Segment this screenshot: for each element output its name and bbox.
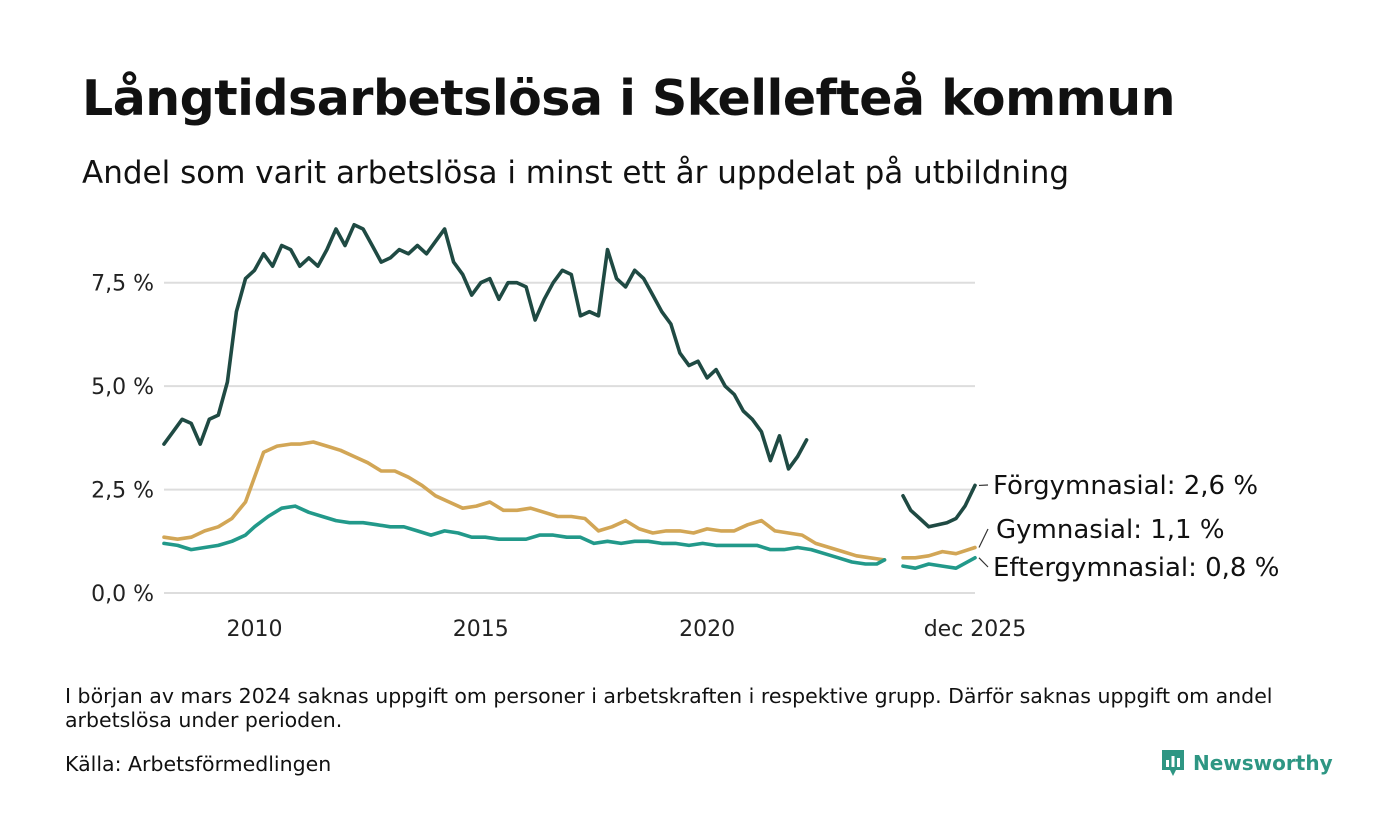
y-tick-label: 0,0 % bbox=[91, 582, 154, 607]
brand-name: Newsworthy bbox=[1193, 751, 1333, 775]
chart-subtitle: Andel som varit arbetslösa i minst ett å… bbox=[82, 155, 1070, 191]
leader-line bbox=[978, 528, 989, 548]
series-end-label-förgymnasial: Förgymnasial: 2,6 % bbox=[993, 471, 1258, 501]
series-end-labels: Förgymnasial: 2,6 % Gymnasial: 1,1 % Efter… bbox=[978, 471, 1279, 583]
series-end-label-gymnasial: Gymnasial: 1,1 % bbox=[996, 515, 1225, 545]
x-axis: 2010 2015 2020 dec 2025 bbox=[227, 617, 1027, 642]
series-line-gymnasial bbox=[162, 440, 977, 562]
series-end-label-eftergymnasial: Eftergymnasial: 0,8 % bbox=[993, 553, 1279, 583]
y-tick-label: 2,5 % bbox=[91, 479, 154, 504]
y-axis: 0,0 % 2,5 % 5,0 % 7,5 % bbox=[91, 272, 154, 607]
x-tick-label: dec 2025 bbox=[924, 617, 1027, 642]
y-tick-label: 5,0 % bbox=[91, 375, 154, 400]
gridlines bbox=[164, 281, 975, 594]
leader-line bbox=[978, 557, 989, 568]
source-note: Källa: Arbetsförmedlingen bbox=[65, 752, 332, 776]
series-lines bbox=[162, 223, 977, 570]
chart-title: Långtidsarbetslösa i Skellefteå kommun bbox=[82, 70, 1175, 127]
newsworthy-icon bbox=[1162, 750, 1184, 776]
y-tick-label: 7,5 % bbox=[91, 272, 154, 297]
series-line-förgymnasial bbox=[162, 223, 977, 529]
line-chart: 0,0 % 2,5 % 5,0 % 7,5 % 2010 2015 2020 dec 202… bbox=[91, 223, 1279, 642]
x-tick-label: 2015 bbox=[453, 617, 509, 642]
x-tick-label: 2020 bbox=[679, 617, 735, 642]
newsworthy-logo: Newsworthy bbox=[1160, 748, 1333, 778]
x-tick-label: 2010 bbox=[227, 617, 283, 642]
footnote: I början av mars 2024 saknas uppgift om … bbox=[65, 684, 1273, 732]
series-line-eftergymnasial bbox=[162, 504, 977, 570]
